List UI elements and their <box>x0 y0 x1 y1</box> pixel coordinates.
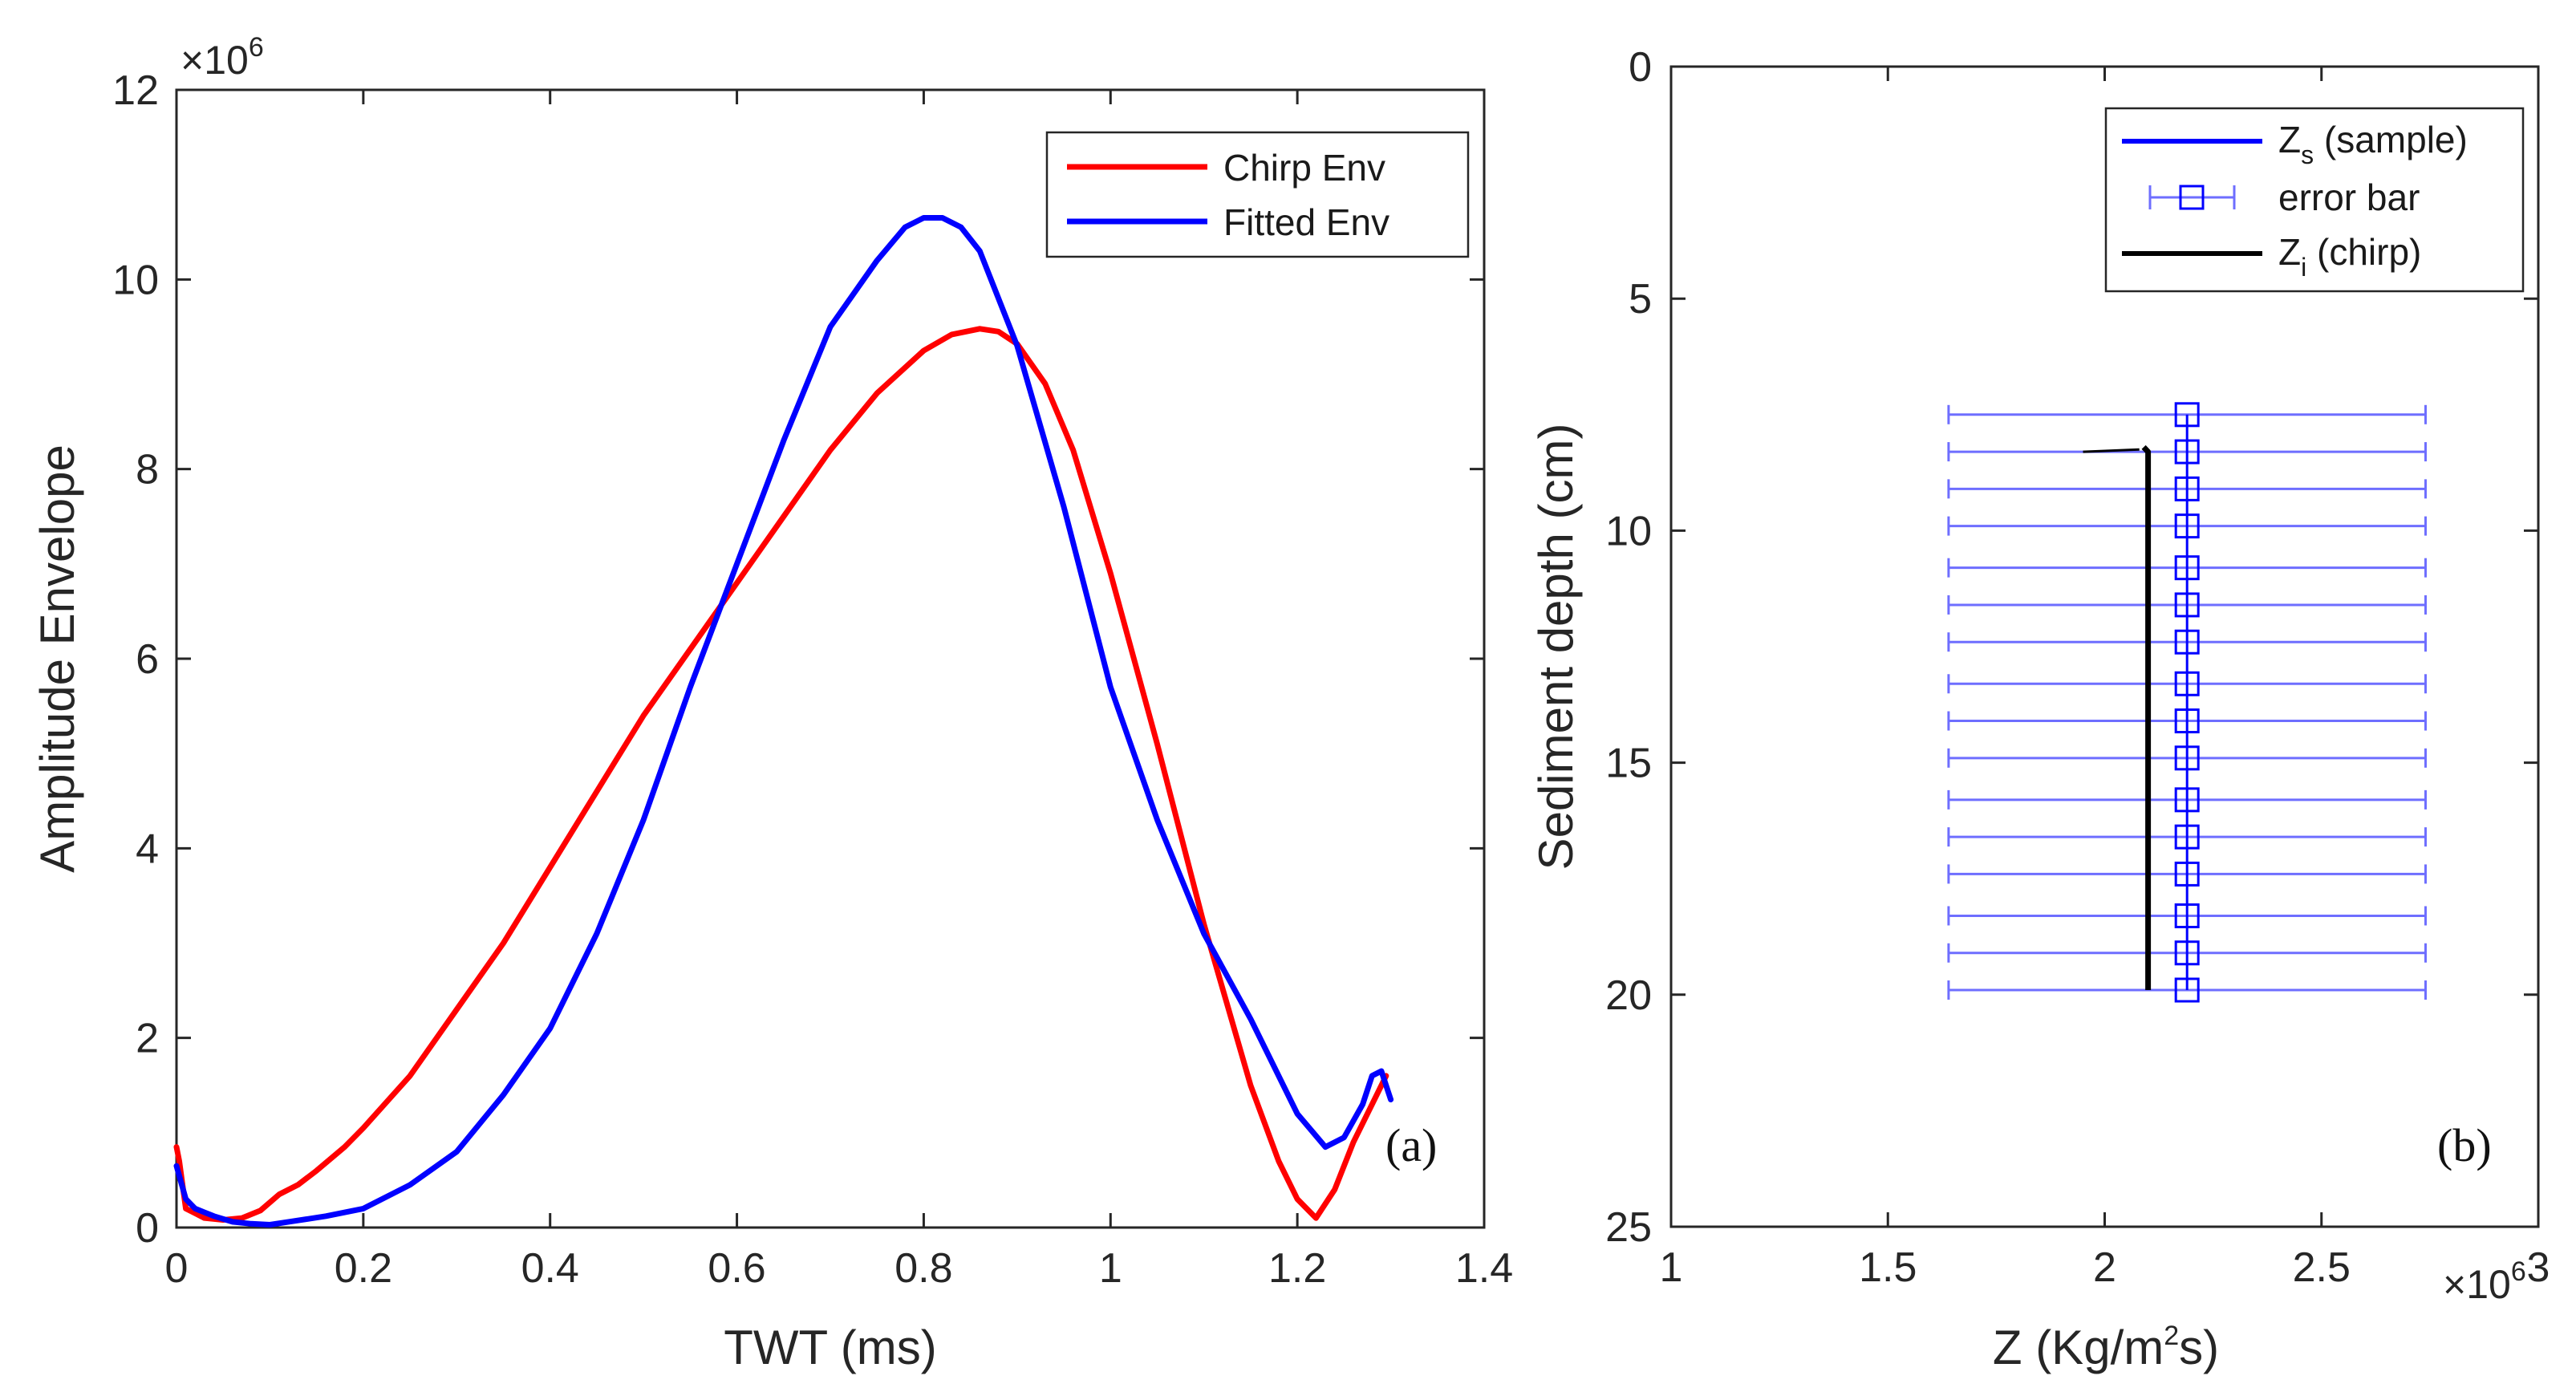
sample-marker <box>2174 745 2200 771</box>
chirp-env-legend-label: Chirp Env <box>1223 147 1385 189</box>
panel-b-x-tick-label: 1.5 <box>1859 1244 1917 1291</box>
panel-a-y-tick-label: 4 <box>136 826 159 872</box>
panel-a-x-tick-label: 0.4 <box>521 1245 579 1292</box>
sample-marker <box>2174 903 2200 928</box>
panel-b-y-tick-label: 0 <box>1629 44 1652 91</box>
sample-marker <box>2174 940 2200 966</box>
panel-a-x-tick-label: 1.2 <box>1268 1245 1326 1292</box>
panel-a-y-tick-label: 2 <box>136 1016 159 1062</box>
panel-b-legend: Zs (sample) error bar Zi (chirp) <box>2104 107 2525 293</box>
panel-a-x-tick-label: 1 <box>1099 1245 1122 1292</box>
panel-a-y-tick-label: 6 <box>136 636 159 683</box>
sample-marker <box>2174 861 2200 887</box>
chirp-env-line <box>173 326 1389 1223</box>
panel-b-y-tick-label: 5 <box>1629 276 1652 323</box>
panel-a-x-tick-label: 0.8 <box>895 1245 952 1292</box>
panel-a-y-tick-label: 10 <box>112 257 159 303</box>
panel-b-x-label: Z (Kg/m2s) <box>1993 1321 2219 1374</box>
panel-a-y-label: Amplitude Envelope <box>30 444 84 873</box>
sample-legend-label: Zs (sample) <box>2278 119 2468 169</box>
panel-a-x-tick-label: 0.6 <box>708 1245 765 1292</box>
chirp-z-spike <box>2083 448 2140 453</box>
panel-a-x-tick-label: 0 <box>165 1245 189 1292</box>
panel-a-y-exponent: ×106 <box>181 32 264 83</box>
panel-b-x-tick-label: 1 <box>1660 1244 1683 1291</box>
panel-a-y-ticks: 0 2 4 6 8 10 12 <box>112 67 1484 1252</box>
panel-b-y-tick-label: 10 <box>1605 508 1652 554</box>
panel-a: 0 0.2 0.4 0.6 0.8 1 1.2 1.4 0 2 4 6 8 10 12 ×106 TWT … <box>30 32 1513 1374</box>
sample-marker <box>2174 708 2200 734</box>
panel-a-plot-area <box>173 215 1394 1228</box>
fitted-env-legend-label: Fitted Env <box>1223 201 1389 243</box>
sample-marker <box>2174 977 2200 1003</box>
panel-a-axes-box <box>175 88 1486 1229</box>
panel-a-x-ticks: 0 0.2 0.4 0.6 0.8 1 1.2 1.4 <box>165 90 1513 1292</box>
fitted-env-line <box>173 215 1394 1228</box>
panel-b-x-ticks: 1 1.5 2 2.5 3 <box>1660 67 2550 1291</box>
panel-a-y-tick-label: 0 <box>136 1205 159 1252</box>
panel-b-y-tick-label: 20 <box>1605 972 1652 1019</box>
sample-marker <box>2174 439 2200 465</box>
panel-b-x-exponent: ×106 <box>2443 1256 2526 1307</box>
panel-a-x-label: TWT (ms) <box>724 1321 936 1374</box>
panel-b: 1 1.5 2 2.5 3 0 5 10 15 20 25 ×106 Z (Kg/m2s) Sed… <box>1529 44 2550 1374</box>
sample-marker <box>2174 629 2200 655</box>
panel-b-sample-markers <box>2174 402 2200 1003</box>
chirp-legend-label: Zi (chirp) <box>2278 231 2421 282</box>
panel-a-y-tick-label: 12 <box>112 67 159 114</box>
sample-marker <box>2174 671 2200 696</box>
panel-b-y-ticks: 0 5 10 15 20 25 <box>1605 44 2538 1251</box>
panel-a-legend: Chirp Env Fitted Env <box>1045 131 1470 258</box>
panel-b-x-tick-label: 2.5 <box>2293 1244 2351 1291</box>
panel-b-x-tick-label: 3 <box>2527 1244 2550 1291</box>
sample-marker <box>2174 513 2200 539</box>
errorbar-legend-swatch <box>2148 185 2236 210</box>
panel-a-x-tick-label: 1.4 <box>1455 1245 1513 1292</box>
errorbar-legend-label: error bar <box>2278 177 2420 218</box>
panel-b-y-tick-label: 15 <box>1605 741 1652 787</box>
panel-b-y-label: Sediment depth (cm) <box>1529 424 1583 871</box>
panel-a-legend-box <box>1045 131 1470 258</box>
sample-marker <box>2174 476 2200 501</box>
sample-marker <box>2174 824 2200 850</box>
panel-b-y-tick-label: 25 <box>1605 1204 1652 1251</box>
sample-marker <box>2174 787 2200 813</box>
sample-marker <box>2174 555 2200 581</box>
sample-marker <box>2174 592 2200 618</box>
panel-a-y-tick-label: 8 <box>136 447 159 493</box>
sample-marker <box>2174 402 2200 428</box>
chirp-z-line <box>2141 444 2152 990</box>
panel-b-tag: (b) <box>2437 1119 2492 1171</box>
panel-a-x-tick-label: 0.2 <box>335 1245 392 1292</box>
panel-b-x-tick-label: 2 <box>2093 1244 2116 1291</box>
panel-a-tag: (a) <box>1385 1119 1437 1171</box>
